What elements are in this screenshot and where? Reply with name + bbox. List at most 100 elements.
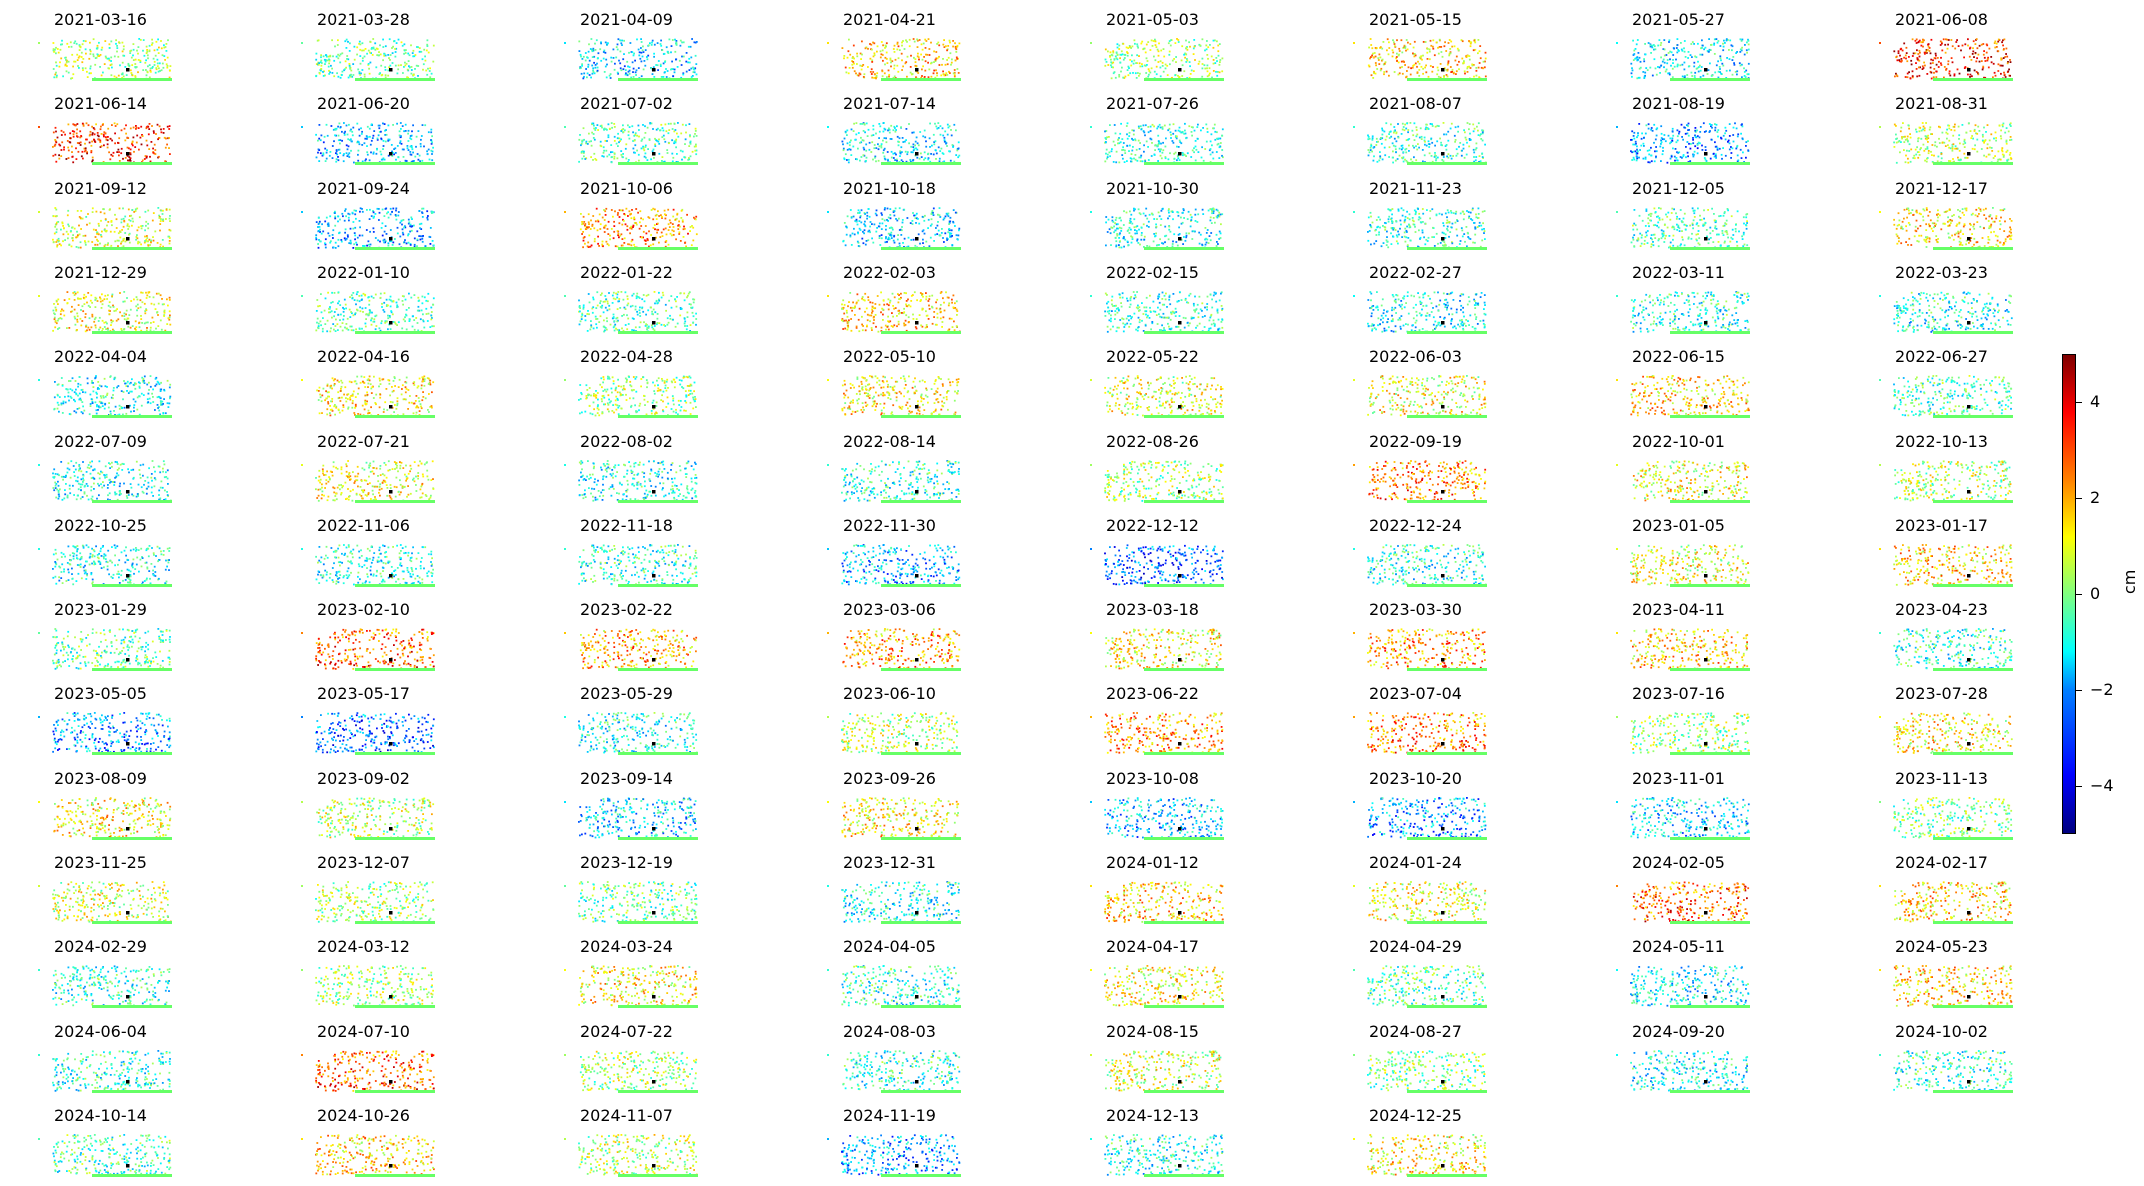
displacement-point (1962, 143, 1965, 146)
displacement-point (1990, 56, 1993, 58)
displacement-point (1655, 146, 1657, 149)
displacement-point (1740, 40, 1743, 42)
displacement-point (592, 214, 595, 217)
displacement-point (153, 132, 155, 135)
displacement-point (898, 49, 901, 51)
displacement-point (899, 155, 901, 158)
displacement-point (419, 238, 422, 240)
displacement-point (165, 50, 168, 52)
displacement-point (1897, 52, 1900, 54)
displacement-point (1907, 140, 1909, 143)
scatter-map (38, 122, 172, 166)
displacement-point (1731, 73, 1734, 76)
displacement-point (862, 76, 865, 78)
displacement-point (1216, 138, 1218, 140)
displacement-point (1403, 129, 1406, 132)
displacement-point (372, 210, 375, 213)
displacement-point (382, 38, 384, 41)
displacement-point (391, 155, 394, 158)
displacement-point (883, 148, 886, 150)
displacement-point (2000, 129, 2002, 132)
displacement-point (79, 144, 82, 147)
displacement-point (1406, 70, 1408, 72)
displacement-point (887, 69, 890, 72)
displacement-point (1450, 71, 1453, 73)
displacement-point (1183, 154, 1186, 156)
displacement-point (168, 137, 170, 140)
displacement-point (418, 47, 421, 49)
displacement-point (2009, 74, 2011, 77)
displacement-point (93, 140, 96, 143)
displacement-point (1393, 130, 1396, 133)
displacement-point (95, 123, 97, 126)
displacement-point (146, 236, 149, 239)
displacement-point (340, 240, 343, 243)
displacement-point (581, 141, 584, 143)
displacement-point (329, 71, 331, 74)
displacement-point (938, 55, 940, 58)
displacement-point (1126, 133, 1128, 136)
displacement-point (348, 139, 351, 142)
displacement-point (1367, 64, 1370, 67)
displacement-point (1736, 146, 1738, 148)
displacement-point (630, 76, 633, 79)
displacement-point (117, 74, 120, 77)
displacement-point (1640, 138, 1643, 140)
displacement-point (1451, 68, 1454, 71)
displacement-point (1677, 152, 1679, 155)
displacement-point (1922, 38, 1924, 41)
displacement-point (94, 243, 97, 246)
displacement-point (893, 44, 896, 47)
displacement-point (93, 128, 96, 131)
displacement-point (407, 52, 410, 55)
displacement-point (1715, 157, 1717, 160)
displacement-point (343, 134, 346, 137)
displacement-point (637, 124, 640, 127)
displacement-point (900, 159, 903, 162)
displacement-point (902, 40, 904, 42)
displacement-point (611, 127, 613, 129)
scatter-map (1616, 122, 1750, 166)
displacement-point (1917, 53, 1920, 55)
displacement-point (684, 138, 687, 141)
displacement-point (1173, 158, 1176, 161)
displacement-point (908, 123, 910, 126)
displacement-point (936, 43, 938, 45)
displacement-point (1973, 56, 1975, 58)
displacement-point (69, 41, 72, 44)
displacement-point (105, 56, 108, 59)
displacement-point (1117, 138, 1120, 141)
displacement-point (1683, 40, 1686, 42)
displacement-point (1952, 143, 1955, 146)
displacement-point (318, 221, 321, 224)
displacement-point (930, 61, 933, 64)
displacement-point (643, 156, 646, 158)
displacement-point (1906, 139, 1909, 142)
displacement-point (686, 213, 688, 216)
displacement-point (880, 41, 883, 43)
displacement-point (1638, 67, 1641, 70)
displacement-point (1185, 46, 1188, 49)
displacement-point (690, 56, 693, 59)
displacement-point (138, 148, 140, 151)
map-panel: 2021-05-27 (1596, 0, 1836, 84)
displacement-point (1388, 131, 1391, 134)
displacement-point (351, 140, 353, 143)
displacement-point (870, 151, 873, 154)
displacement-point (667, 132, 670, 135)
displacement-point (1400, 60, 1403, 63)
displacement-point (1139, 72, 1141, 75)
displacement-point (1373, 52, 1376, 54)
displacement-point (614, 62, 616, 65)
displacement-point (418, 209, 421, 212)
displacement-point (1367, 136, 1370, 139)
displacement-point (109, 207, 111, 210)
displacement-point (1178, 159, 1181, 162)
displacement-point (1104, 58, 1107, 61)
displacement-point (1134, 154, 1137, 157)
displacement-point (1219, 142, 1222, 145)
displacement-point (1961, 124, 1964, 127)
displacement-point (420, 222, 423, 225)
displacement-point (1963, 56, 1965, 59)
displacement-point (948, 125, 951, 128)
